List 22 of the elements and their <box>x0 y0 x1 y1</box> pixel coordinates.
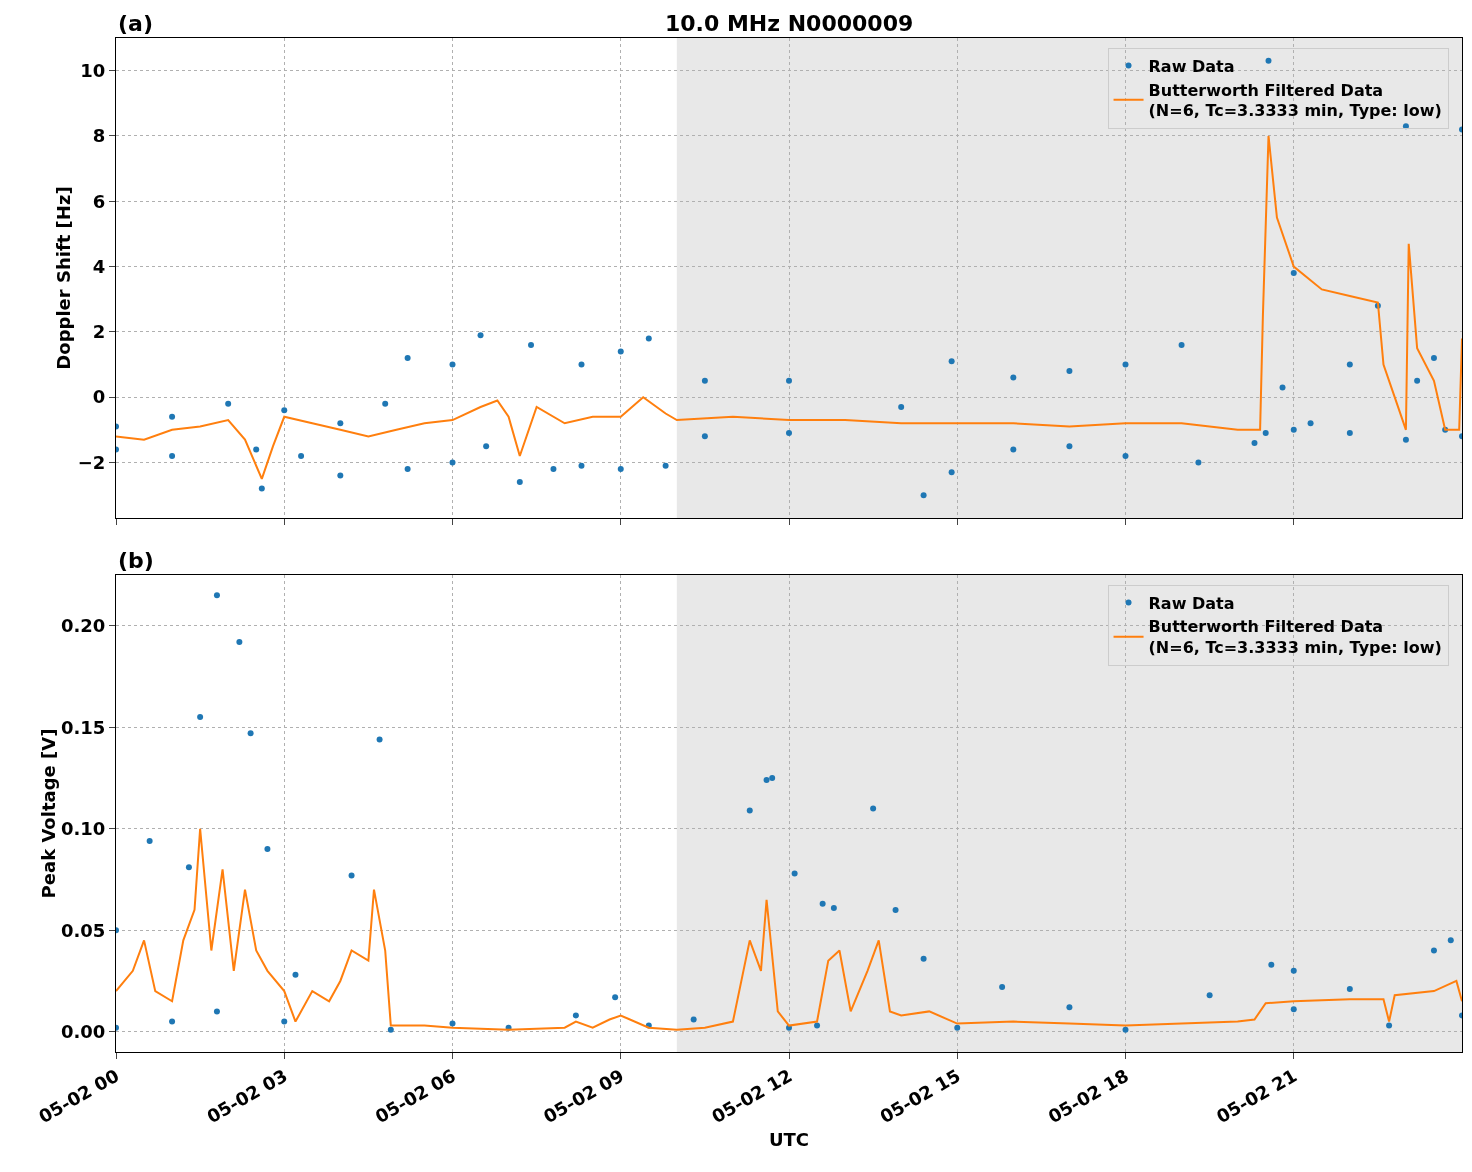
y-tick-label: 0.05 <box>60 919 106 941</box>
legend-label: Butterworth Filtered Data (N=6, Tc=3.3333 min, Type: low) <box>1148 80 1442 121</box>
y-tick-label: 6 <box>92 190 106 212</box>
y-tick-label: 0.20 <box>60 615 106 637</box>
text: (b) <box>118 548 154 573</box>
y-tick-label: 0.00 <box>60 1021 106 1042</box>
y-tick-label: 8 <box>92 125 106 147</box>
y-tick-label: 0 <box>92 386 106 408</box>
y-tick-label: 0.15 <box>60 716 106 738</box>
legend-label: Raw Data <box>1148 593 1235 613</box>
y-axis-title: Peak Voltage [V] <box>37 728 59 899</box>
x-axis-title: UTC <box>768 1129 810 1151</box>
y-axis-title: Doppler Shift [Hz] <box>53 186 74 370</box>
legend-label: Butterworth Filtered Data (N=6, Tc=3.3333 min, Type: low) <box>1148 617 1442 658</box>
text: (a) <box>118 11 153 36</box>
y-tick-label: −2 <box>77 451 106 473</box>
y-tick-label: 4 <box>92 255 106 277</box>
y-tick-label: 2 <box>92 321 106 343</box>
y-tick-label: 10 <box>80 59 106 81</box>
chart-title: 10.0 MHz N0000009 <box>665 11 914 36</box>
legend-label: Raw Data <box>1148 56 1235 76</box>
y-tick-label: 0.10 <box>60 818 106 840</box>
